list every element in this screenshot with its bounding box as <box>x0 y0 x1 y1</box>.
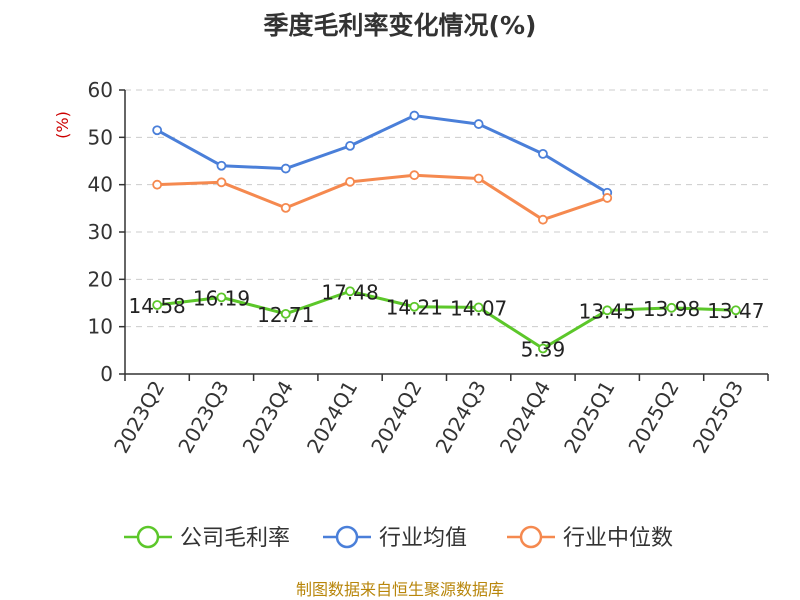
data-point <box>538 214 548 225</box>
data-point <box>409 170 420 181</box>
x-tick-label: 2024Q2 <box>366 377 426 458</box>
data-point <box>280 308 291 319</box>
data-point <box>216 160 227 171</box>
x-tick-label: 2025Q3 <box>688 377 748 458</box>
data-point <box>345 286 355 297</box>
data-point <box>152 300 163 310</box>
data-point <box>152 125 163 136</box>
data-point <box>473 119 484 129</box>
x-tick-label: 2025Q1 <box>559 377 619 458</box>
y-tick-label: 10 <box>88 315 113 339</box>
x-tick-label: 2025Q2 <box>623 377 683 458</box>
legend-label: 行业中位数 <box>563 526 673 551</box>
y-tick-label: 60 <box>88 78 113 102</box>
data-point <box>473 173 484 184</box>
legend-label: 行业均值 <box>379 526 467 551</box>
data-labels: 14.58 16.19 12.71 17.48 14.21 14.07 5.39 13.45 1… <box>129 280 765 361</box>
legend-marker <box>519 525 543 549</box>
x-tick-label: 2023Q4 <box>238 377 298 458</box>
y-tick-label: 0 <box>100 362 113 386</box>
chart-title: 季度毛利率变化情况(%) <box>264 11 537 40</box>
y-tick-label: 20 <box>88 267 113 291</box>
series-line <box>157 173 608 222</box>
data-label: 13.98 <box>643 297 700 321</box>
source-note: 制图数据来自恒生聚源数据库 <box>296 580 504 599</box>
data-label: 14.07 <box>450 296 507 320</box>
data-point <box>216 292 227 303</box>
data-point <box>345 176 355 187</box>
data-point <box>409 301 420 312</box>
y-tick-label: 50 <box>88 125 113 149</box>
data-label: 5.39 <box>521 337 566 361</box>
legend-marker <box>136 525 160 549</box>
data-point <box>602 193 613 203</box>
data-point <box>473 302 484 313</box>
data-label: 13.47 <box>707 299 764 323</box>
data-point <box>216 177 227 188</box>
legend-marker <box>335 525 359 549</box>
x-tick-label: 2024Q1 <box>302 377 362 458</box>
x-tick-label: 2024Q3 <box>431 377 491 458</box>
x-tick-label: 2023Q3 <box>173 377 233 458</box>
legend-label: 公司毛利率 <box>180 526 290 551</box>
data-label: 14.21 <box>386 296 443 320</box>
series-line <box>156 289 736 350</box>
y-axis-label: (%) <box>53 111 72 139</box>
data-label: 17.48 <box>321 280 378 304</box>
data-point <box>345 140 355 151</box>
series-line <box>156 114 609 194</box>
data-label: 14.58 <box>129 294 186 318</box>
data-point <box>538 343 548 354</box>
series-layer <box>152 110 741 354</box>
data-point <box>730 305 741 316</box>
legend: 公司毛利率 行业均值 行业中位数 <box>124 525 673 551</box>
data-label: 12.71 <box>257 303 314 327</box>
data-point <box>280 202 291 213</box>
data-label: 13.45 <box>579 299 636 323</box>
y-tick-label: 40 <box>88 173 113 197</box>
data-point <box>152 179 163 190</box>
data-point <box>602 305 613 316</box>
y-tick-label: 30 <box>88 220 113 244</box>
gridlines <box>125 89 768 328</box>
data-point <box>409 110 420 121</box>
data-point <box>666 302 677 313</box>
data-point <box>280 163 291 174</box>
x-tick-label: 2023Q2 <box>109 377 169 458</box>
data-label: 16.19 <box>193 286 250 310</box>
data-point <box>538 148 548 159</box>
x-tick-label: 2024Q4 <box>495 377 555 458</box>
